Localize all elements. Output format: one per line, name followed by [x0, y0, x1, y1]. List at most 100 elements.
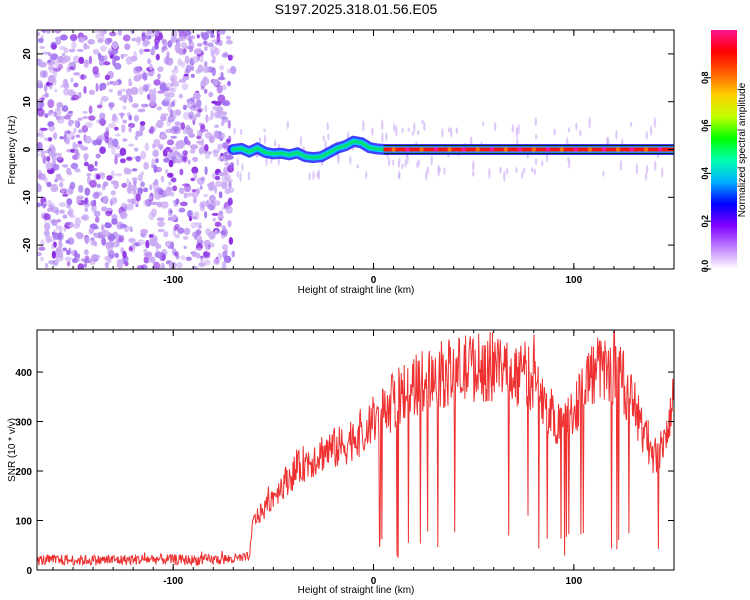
noise-blob — [170, 135, 177, 139]
noise-blob — [128, 126, 132, 133]
noise-blob — [150, 48, 156, 56]
noise-blob — [54, 88, 58, 93]
noise-blob — [174, 121, 181, 127]
noise-blob — [227, 54, 233, 61]
noise-blob — [214, 175, 221, 181]
noise-blob — [49, 84, 53, 90]
noise-blob — [120, 94, 129, 99]
noise-blob — [139, 121, 146, 126]
noise-blob — [149, 184, 153, 191]
residual-speckle — [239, 171, 242, 183]
noise-blob — [47, 99, 55, 109]
noise-blob — [159, 133, 168, 140]
noise-blob — [111, 146, 116, 155]
noise-blob — [217, 31, 224, 35]
noise-blob — [138, 86, 144, 95]
residual-speckle — [258, 137, 262, 145]
noise-blob — [104, 222, 112, 229]
noise-blob — [185, 124, 191, 130]
noise-blob — [65, 138, 70, 145]
noise-blob — [143, 187, 149, 193]
noise-blob — [191, 114, 196, 121]
noise-blob — [89, 260, 96, 265]
noise-blob — [126, 178, 130, 187]
noise-blob — [62, 214, 68, 219]
noise-blob — [59, 136, 65, 140]
track-bead — [475, 147, 480, 152]
noise-blob — [38, 61, 47, 68]
noise-blob — [99, 112, 106, 120]
noise-blob — [128, 143, 135, 147]
noise-scatter — [37, 30, 674, 269]
residual-speckle — [423, 121, 426, 132]
noise-blob — [74, 119, 78, 128]
noise-blob — [214, 200, 221, 206]
noise-blob — [164, 82, 173, 89]
noise-blob — [101, 33, 105, 42]
noise-blob — [40, 97, 45, 102]
noise-blob — [228, 181, 232, 189]
noise-blob — [121, 182, 128, 188]
noise-blob — [114, 156, 118, 165]
noise-blob — [37, 152, 40, 157]
noise-blob — [37, 37, 44, 44]
residual-speckle — [308, 172, 311, 181]
residual-speckle — [619, 159, 623, 172]
noise-blob — [137, 239, 145, 246]
noise-blob — [178, 207, 186, 213]
residual-speckle — [277, 143, 281, 150]
noise-blob — [191, 251, 196, 257]
noise-blob — [55, 157, 61, 161]
noise-blob — [217, 94, 226, 103]
noise-blob — [161, 46, 165, 53]
noise-blob — [37, 82, 41, 87]
noise-blob — [194, 222, 202, 226]
noise-blob — [84, 198, 88, 204]
noise-blob — [140, 228, 149, 235]
noise-blob — [196, 48, 203, 55]
noise-blob — [127, 198, 132, 203]
noise-blob — [172, 151, 177, 157]
noise-blob — [149, 93, 157, 103]
residual-speckle — [534, 134, 538, 140]
residual-speckle — [499, 166, 502, 174]
residual-speckle — [241, 163, 244, 172]
residual-speckle — [515, 167, 518, 174]
noise-blob — [157, 143, 164, 150]
noise-blob — [221, 53, 229, 58]
noise-blob — [61, 105, 69, 112]
noise-blob — [130, 86, 139, 95]
noise-blob — [104, 37, 111, 45]
noise-blob — [160, 114, 167, 122]
noise-blob — [175, 254, 180, 260]
noise-blob — [126, 203, 134, 211]
residual-speckle — [385, 132, 388, 142]
track-bead — [573, 147, 578, 152]
residual-speckle — [356, 164, 359, 169]
noise-blob — [167, 207, 173, 217]
noise-blob — [202, 65, 210, 74]
noise-blob — [170, 101, 176, 107]
noise-blob — [82, 110, 88, 115]
y-tick-label: 200 — [15, 467, 32, 478]
noise-blob — [221, 181, 228, 190]
noise-blob — [227, 220, 232, 228]
noise-blob — [82, 115, 89, 120]
noise-blob — [135, 155, 141, 163]
noise-blob — [98, 118, 102, 125]
residual-speckle — [236, 170, 240, 178]
noise-blob — [154, 30, 158, 34]
residual-speckle — [236, 158, 239, 167]
snr-frame — [36, 329, 675, 571]
noise-blob — [149, 64, 153, 71]
residual-speckle — [326, 122, 329, 131]
noise-blob — [73, 250, 78, 259]
noise-blob — [183, 192, 188, 199]
noise-blob — [157, 73, 161, 80]
residual-speckle — [388, 157, 391, 167]
noise-blob — [156, 106, 163, 111]
noise-blob — [152, 182, 159, 191]
noise-blob — [134, 66, 142, 72]
noise-blob — [156, 217, 165, 222]
snr-ticks: -100 0 100 0 100 200 300 400 — [15, 330, 675, 587]
